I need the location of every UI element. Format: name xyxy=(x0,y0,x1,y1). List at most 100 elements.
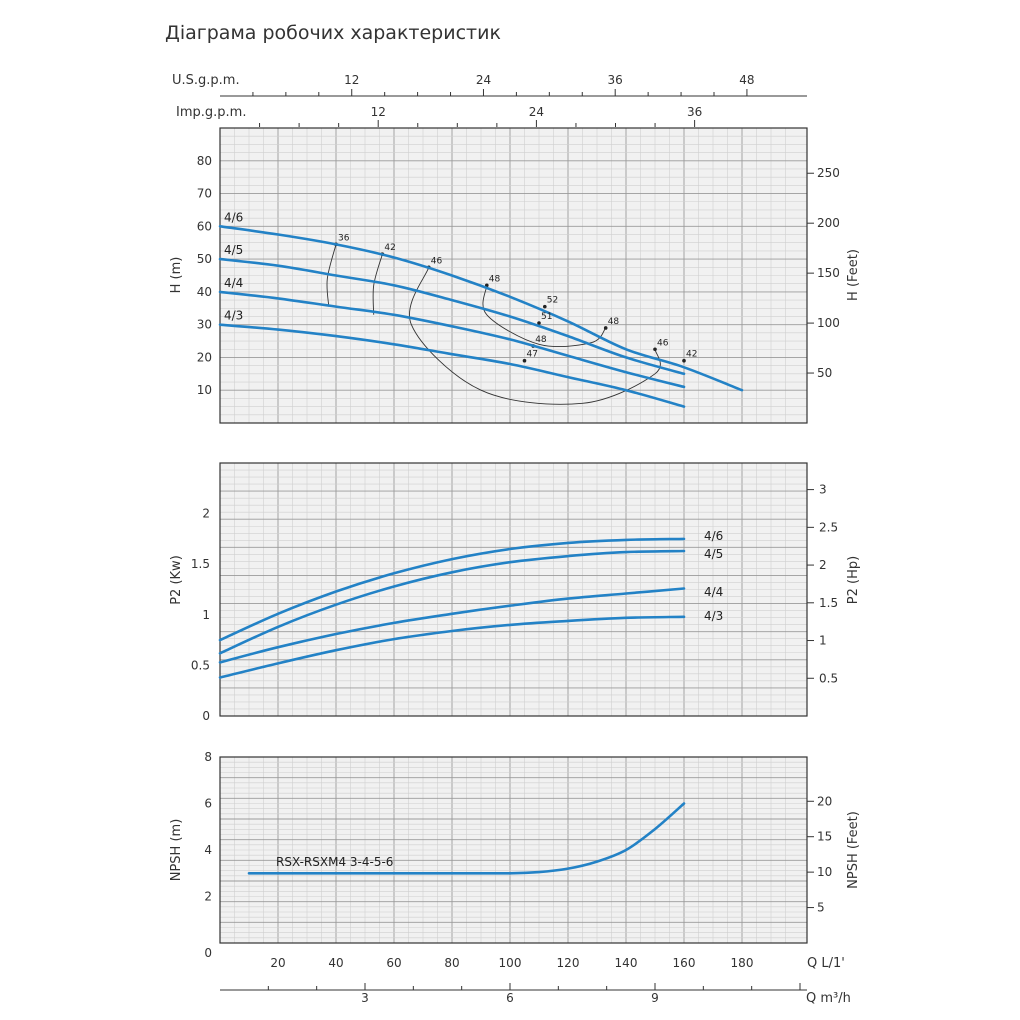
head-series-3 xyxy=(218,323,686,408)
head-series-label-1: 4/5 xyxy=(224,243,243,257)
efficiency-label-4: 52 xyxy=(547,296,558,306)
x-tick-lpm: 120 xyxy=(557,956,580,970)
head-y2-tick: 150 xyxy=(817,266,840,280)
usgpm-tick: 48 xyxy=(739,73,754,87)
impgpm-tick: 24 xyxy=(529,105,544,119)
npsh-y-tick: 6 xyxy=(204,797,212,811)
usgpm-tick: 36 xyxy=(608,73,623,87)
efficiency-label-7: 48 xyxy=(535,335,547,345)
npsh-y2-label: NPSH (Feet) xyxy=(846,811,861,889)
usgpm-axis-label: U.S.g.p.m. xyxy=(172,73,240,88)
power-series-3 xyxy=(218,615,686,679)
efficiency-label-0: 36 xyxy=(338,233,350,243)
power-panel-frame xyxy=(219,462,808,717)
npsh-y-tick: 4 xyxy=(204,843,212,857)
data-series xyxy=(218,225,744,875)
npsh-y2-tick: 15 xyxy=(817,830,832,844)
efficiency-point-9 xyxy=(682,358,686,363)
npsh-y-tick: 8 xyxy=(204,750,212,764)
efficiency-curves xyxy=(326,242,686,405)
head-series-label-2: 4/4 xyxy=(224,276,243,290)
power-series-1 xyxy=(218,549,686,655)
x-tick-lpm: 60 xyxy=(386,956,401,970)
efficiency-label-6: 48 xyxy=(608,317,620,327)
efficiency-isoline-3 xyxy=(482,285,607,348)
head-y-tick: 70 xyxy=(197,187,212,201)
head-y-tick: 10 xyxy=(197,383,212,397)
head-y-tick: 30 xyxy=(197,318,212,332)
power-y-tick: 0.5 xyxy=(191,658,210,672)
x-tick-lpm: 100 xyxy=(499,956,522,970)
power-y-tick: 0 xyxy=(202,709,210,723)
x-unit-m3h: Q m³/h xyxy=(806,991,851,1006)
power-series-label-2: 4/4 xyxy=(704,585,723,599)
power-y-tick: 1.5 xyxy=(191,557,210,571)
head-series-0 xyxy=(218,225,744,392)
head-series-label-3: 4/3 xyxy=(224,309,243,323)
power-y-label: P2 (Kw) xyxy=(169,555,184,605)
head-y-tick: 20 xyxy=(197,350,212,364)
npsh-y-tick: 2 xyxy=(204,890,212,904)
head-y-tick: 50 xyxy=(197,252,212,266)
efficiency-point-8 xyxy=(653,347,657,352)
efficiency-point-4 xyxy=(543,304,547,309)
x-tick-m3h: 6 xyxy=(506,991,514,1005)
x-tick-lpm: 160 xyxy=(673,956,696,970)
npsh-y-label: NPSH (m) xyxy=(169,819,184,882)
impgpm-tick: 36 xyxy=(687,105,702,119)
efficiency-label-5: 51 xyxy=(541,312,552,322)
head-series-label-0: 4/6 xyxy=(224,210,243,224)
head-y2-tick: 250 xyxy=(817,166,840,180)
x-tick-lpm: 140 xyxy=(615,956,638,970)
usgpm-tick: 12 xyxy=(344,73,359,87)
efficiency-point-6 xyxy=(603,326,608,330)
efficiency-isoline-1 xyxy=(372,254,383,315)
head-y2-tick: 100 xyxy=(817,316,840,330)
power-y2-tick: 0.5 xyxy=(819,671,838,685)
power-series-label-1: 4/5 xyxy=(704,547,723,561)
efficiency-isoline-0 xyxy=(326,244,337,307)
head-series-2 xyxy=(218,290,686,389)
power-y2-tick: 1 xyxy=(819,634,827,648)
npsh-y2-tick: 20 xyxy=(817,794,832,808)
power-y2-tick: 2.5 xyxy=(819,520,838,534)
head-y-tick: 60 xyxy=(197,219,212,233)
power-y2-tick: 1.5 xyxy=(819,596,838,610)
impgpm-axis-label: Imp.g.p.m. xyxy=(176,105,246,120)
head-series-1 xyxy=(218,257,686,376)
power-y-tick: 1 xyxy=(202,608,210,622)
impgpm-tick: 12 xyxy=(371,105,386,119)
usgpm-tick: 24 xyxy=(476,73,491,87)
efficiency-point-5 xyxy=(537,321,541,325)
efficiency-label-10: 47 xyxy=(527,350,538,360)
head-y2-tick: 50 xyxy=(817,366,832,380)
x-tick-lpm: 180 xyxy=(731,956,754,970)
power-series-label-3: 4/3 xyxy=(704,609,723,623)
head-y2-tick: 200 xyxy=(817,216,840,230)
npsh-series-label: RSX-RSXM4 3-4-5-6 xyxy=(276,855,393,869)
head-y-tick: 80 xyxy=(197,154,212,168)
power-y-tick: 2 xyxy=(202,507,210,521)
x-unit-lpm: Q L/1' xyxy=(807,956,845,971)
npsh-y-tick: 0 xyxy=(204,946,212,960)
npsh-y2-tick: 5 xyxy=(817,901,825,915)
chart-title: Діаграма робочих характеристик xyxy=(165,22,501,44)
power-series-0 xyxy=(218,537,686,642)
efficiency-label-3: 48 xyxy=(489,274,501,284)
power-series-2 xyxy=(218,587,686,664)
power-y2-tick: 2 xyxy=(819,558,827,572)
x-tick-m3h: 3 xyxy=(361,991,369,1005)
efficiency-label-1: 42 xyxy=(384,243,395,253)
panel-frames xyxy=(219,89,814,991)
power-series-label-0: 4/6 xyxy=(704,529,723,543)
head-y-tick: 40 xyxy=(197,285,212,299)
npsh-series-0 xyxy=(247,802,686,875)
efficiency-point-10 xyxy=(522,358,527,363)
head-y2-label: H (Feet) xyxy=(846,249,861,301)
x-tick-lpm: 20 xyxy=(270,956,285,970)
npsh-y2-tick: 10 xyxy=(817,865,832,879)
power-y2-label: P2 (Hp) xyxy=(846,556,861,604)
efficiency-isoline-2 xyxy=(409,267,661,405)
